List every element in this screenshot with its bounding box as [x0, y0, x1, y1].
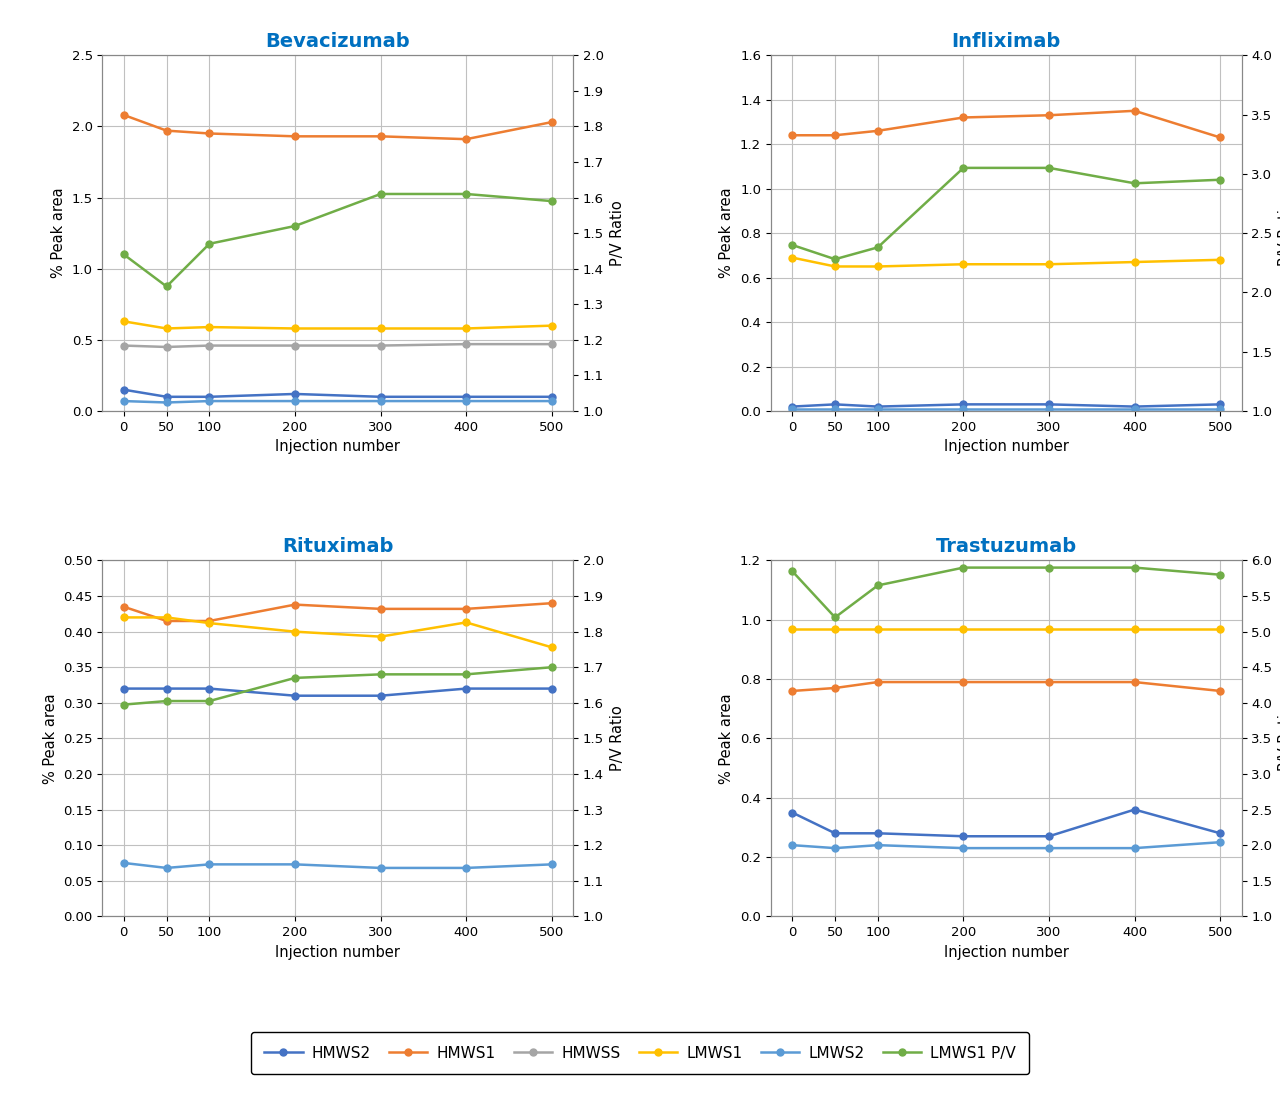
Title: Bevacizumab: Bevacizumab — [265, 32, 410, 51]
X-axis label: Injection number: Injection number — [943, 439, 1069, 455]
X-axis label: Injection number: Injection number — [943, 945, 1069, 959]
Y-axis label: P/V Ratio: P/V Ratio — [1277, 705, 1280, 772]
Legend: HMWS2, HMWS1, HMWSS, LMWS1, LMWS2, LMWS1 P/V: HMWS2, HMWS1, HMWSS, LMWS1, LMWS2, LMWS1… — [251, 1032, 1029, 1074]
X-axis label: Injection number: Injection number — [275, 439, 401, 455]
Title: Infliximab: Infliximab — [951, 32, 1061, 51]
Y-axis label: % Peak area: % Peak area — [719, 693, 735, 784]
Title: Rituximab: Rituximab — [282, 538, 393, 556]
Title: Trastuzumab: Trastuzumab — [936, 538, 1076, 556]
Y-axis label: P/V Ratio: P/V Ratio — [1277, 200, 1280, 266]
Y-axis label: P/V Ratio: P/V Ratio — [609, 705, 625, 772]
X-axis label: Injection number: Injection number — [275, 945, 401, 959]
Y-axis label: P/V Ratio: P/V Ratio — [609, 200, 625, 266]
Y-axis label: % Peak area: % Peak area — [42, 693, 58, 784]
Y-axis label: % Peak area: % Peak area — [51, 188, 67, 278]
Y-axis label: % Peak area: % Peak area — [719, 188, 735, 278]
